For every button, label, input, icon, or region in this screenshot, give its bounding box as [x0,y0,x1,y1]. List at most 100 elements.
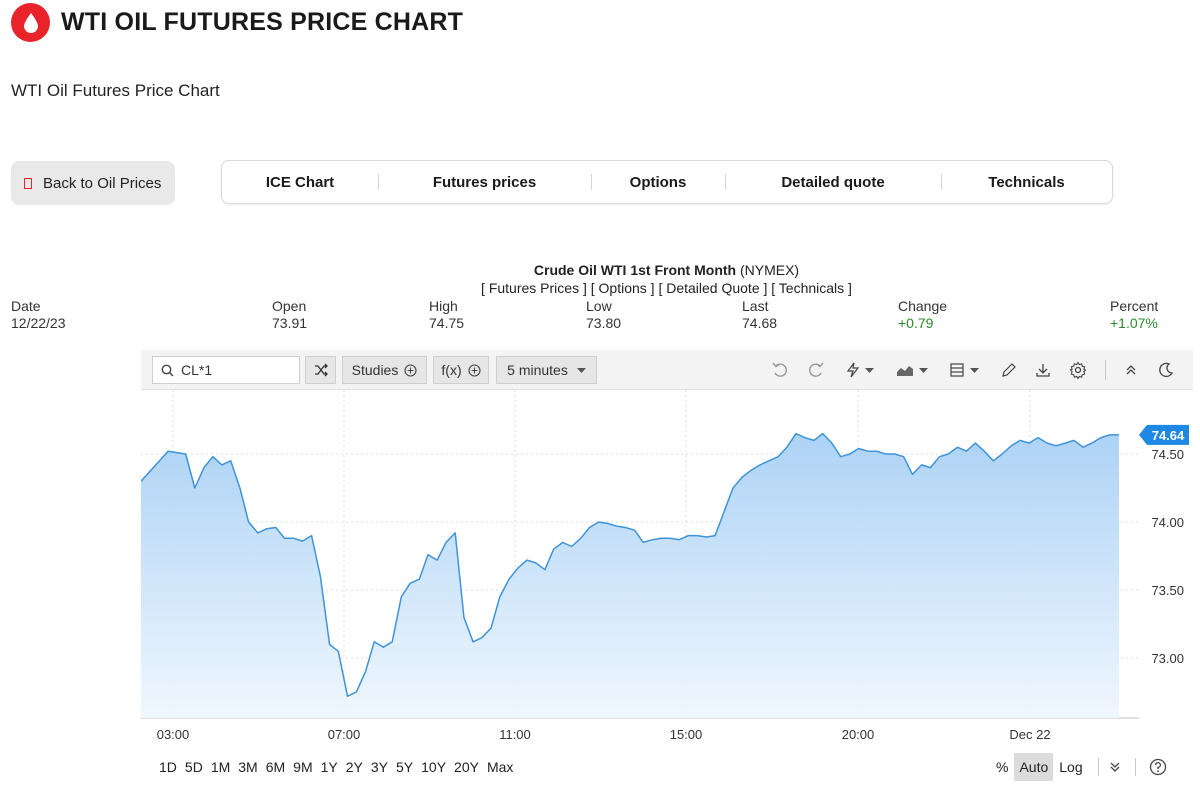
range-10y[interactable]: 10Y [421,759,447,775]
page-header: WTI OIL FUTURES PRICE CHART [11,3,463,42]
range-3y[interactable]: 3Y [370,759,388,775]
range-max[interactable]: Max [486,759,514,775]
shuffle-icon [314,363,328,377]
nav-divider [725,174,726,190]
price-chart[interactable]: 03:00 07:00 11:00 15:00 20:00 Dec 22 74.50 74.0… [141,390,1193,759]
toolbar-divider [1105,360,1106,380]
scale-divider [1097,758,1099,776]
chart-type-menu[interactable] [893,360,931,380]
redo-icon[interactable] [805,360,827,380]
chart-widget: CL*1 Studies f(x) 5 minutes [141,350,1193,780]
scale-options: % Auto Log [993,753,1167,781]
symbol-search-input[interactable]: CL*1 [152,356,300,384]
fx-label: f(x) [441,362,462,378]
download-icon[interactable] [1032,360,1054,380]
caret-down-icon [576,367,586,373]
quote-high-value: 74.75 [429,315,465,331]
range-6m[interactable]: 6M [265,759,286,775]
range-1y[interactable]: 1Y [320,759,338,775]
range-1m[interactable]: 1M [210,759,231,775]
scale-percent[interactable]: % [996,759,1009,775]
quote-low-value: 73.80 [586,315,622,331]
instrument-exchange: (NYMEX) [739,262,800,278]
quote-date-label: Date [11,298,41,314]
oil-drop-icon [11,3,50,42]
instrument-title: Crude Oil WTI 1st Front Month (NYMEX) [0,262,1200,278]
instrument-quick-links[interactable]: [ Futures Prices ] [ Options ] [ Detaile… [481,280,852,296]
x-tick-label: 03:00 [157,727,190,742]
caret-down-icon [970,367,979,373]
quote-date: Date 12/22/23 [11,298,66,332]
caret-down-icon [865,367,874,373]
y-tick-label: 74.00 [1151,515,1184,530]
x-tick-label: 15:00 [670,727,703,742]
template-menu[interactable] [946,360,982,380]
range-5y[interactable]: 5Y [396,759,414,775]
help-icon[interactable] [1149,758,1167,776]
quote-open-value: 73.91 [272,315,308,331]
last-price-label: 74.64 [1152,428,1185,443]
quote-low: Low 73.80 [586,298,621,332]
range-3m[interactable]: 3M [238,759,258,775]
back-to-oil-prices-button[interactable]: Back to Oil Prices [11,161,175,205]
x-tick-label: 07:00 [328,727,361,742]
nav-futures-prices[interactable]: Futures prices [432,173,537,191]
quote-open-label: Open [272,298,307,314]
range-1d[interactable]: 1D [159,759,177,775]
scale-auto[interactable]: Auto [1014,753,1054,781]
range-2y[interactable]: 2Y [345,759,363,775]
nav-divider [591,174,592,190]
instrument-name: Crude Oil WTI 1st Front Month [533,262,737,278]
scale-divider [1134,758,1136,776]
studies-button[interactable]: Studies [342,356,427,384]
expand-down-icon[interactable] [1108,760,1122,774]
page-title: WTI OIL FUTURES PRICE CHART [61,8,464,36]
mountain-chart-icon [896,363,914,377]
caret-down-icon [919,367,928,373]
quote-percent-label: Percent [1110,298,1159,314]
rectangle-icon [24,177,32,189]
gear-icon[interactable] [1067,360,1089,380]
quote-high: High 74.75 [429,298,464,332]
quote-low-label: Low [586,298,612,314]
quote-change-label: Change [898,298,948,314]
quote-change: Change +0.79 [898,298,947,332]
y-tick-label: 74.50 [1151,447,1184,462]
price-line [141,432,1119,697]
nav-options[interactable]: Options [629,173,687,191]
search-icon [161,364,174,377]
interval-dropdown[interactable]: 5 minutes [496,356,597,384]
fx-button[interactable]: f(x) [433,356,489,384]
quote-high-label: High [429,298,458,314]
nav-detailed-quote[interactable]: Detailed quote [781,173,885,191]
range-9m[interactable]: 9M [293,759,313,775]
x-tick-label: Dec 22 [1009,727,1050,742]
quote-last-label: Last [742,298,769,314]
undo-icon[interactable] [769,360,791,380]
nav-technicals[interactable]: Technicals [988,173,1065,191]
pencil-icon[interactable] [998,360,1020,380]
chart-toolbar: CL*1 Studies f(x) 5 minutes [141,350,1193,390]
page-subtitle: WTI Oil Futures Price Chart [11,81,220,100]
interval-value: 5 minutes [507,362,568,378]
nav-ice-chart[interactable]: ICE Chart [265,173,335,191]
collapse-up-icon[interactable] [1120,360,1142,380]
chart-events-menu[interactable] [842,360,878,380]
range-20y[interactable]: 20Y [454,759,479,775]
plus-circle-icon [404,363,417,377]
compare-button[interactable] [305,356,336,384]
range-5d[interactable]: 5D [184,759,203,775]
last-price-badge-bg [1139,424,1189,445]
nav-bar: ICE Chart Futures prices Options Detaile… [221,160,1113,204]
last-price-badge: 74.64 [1139,424,1189,445]
scale-log[interactable]: Log [1059,759,1083,775]
moon-icon[interactable] [1155,360,1177,380]
nav-divider [378,174,379,190]
quote-last: Last 74.68 [742,298,777,332]
y-tick-label: 73.00 [1151,651,1184,666]
quote-percent-value: +1.07% [1110,315,1158,331]
studies-label: Studies [351,362,399,378]
y-tick-label: 73.50 [1151,583,1184,598]
symbol-value: CL*1 [181,362,213,378]
grid-layout-icon [949,362,965,378]
